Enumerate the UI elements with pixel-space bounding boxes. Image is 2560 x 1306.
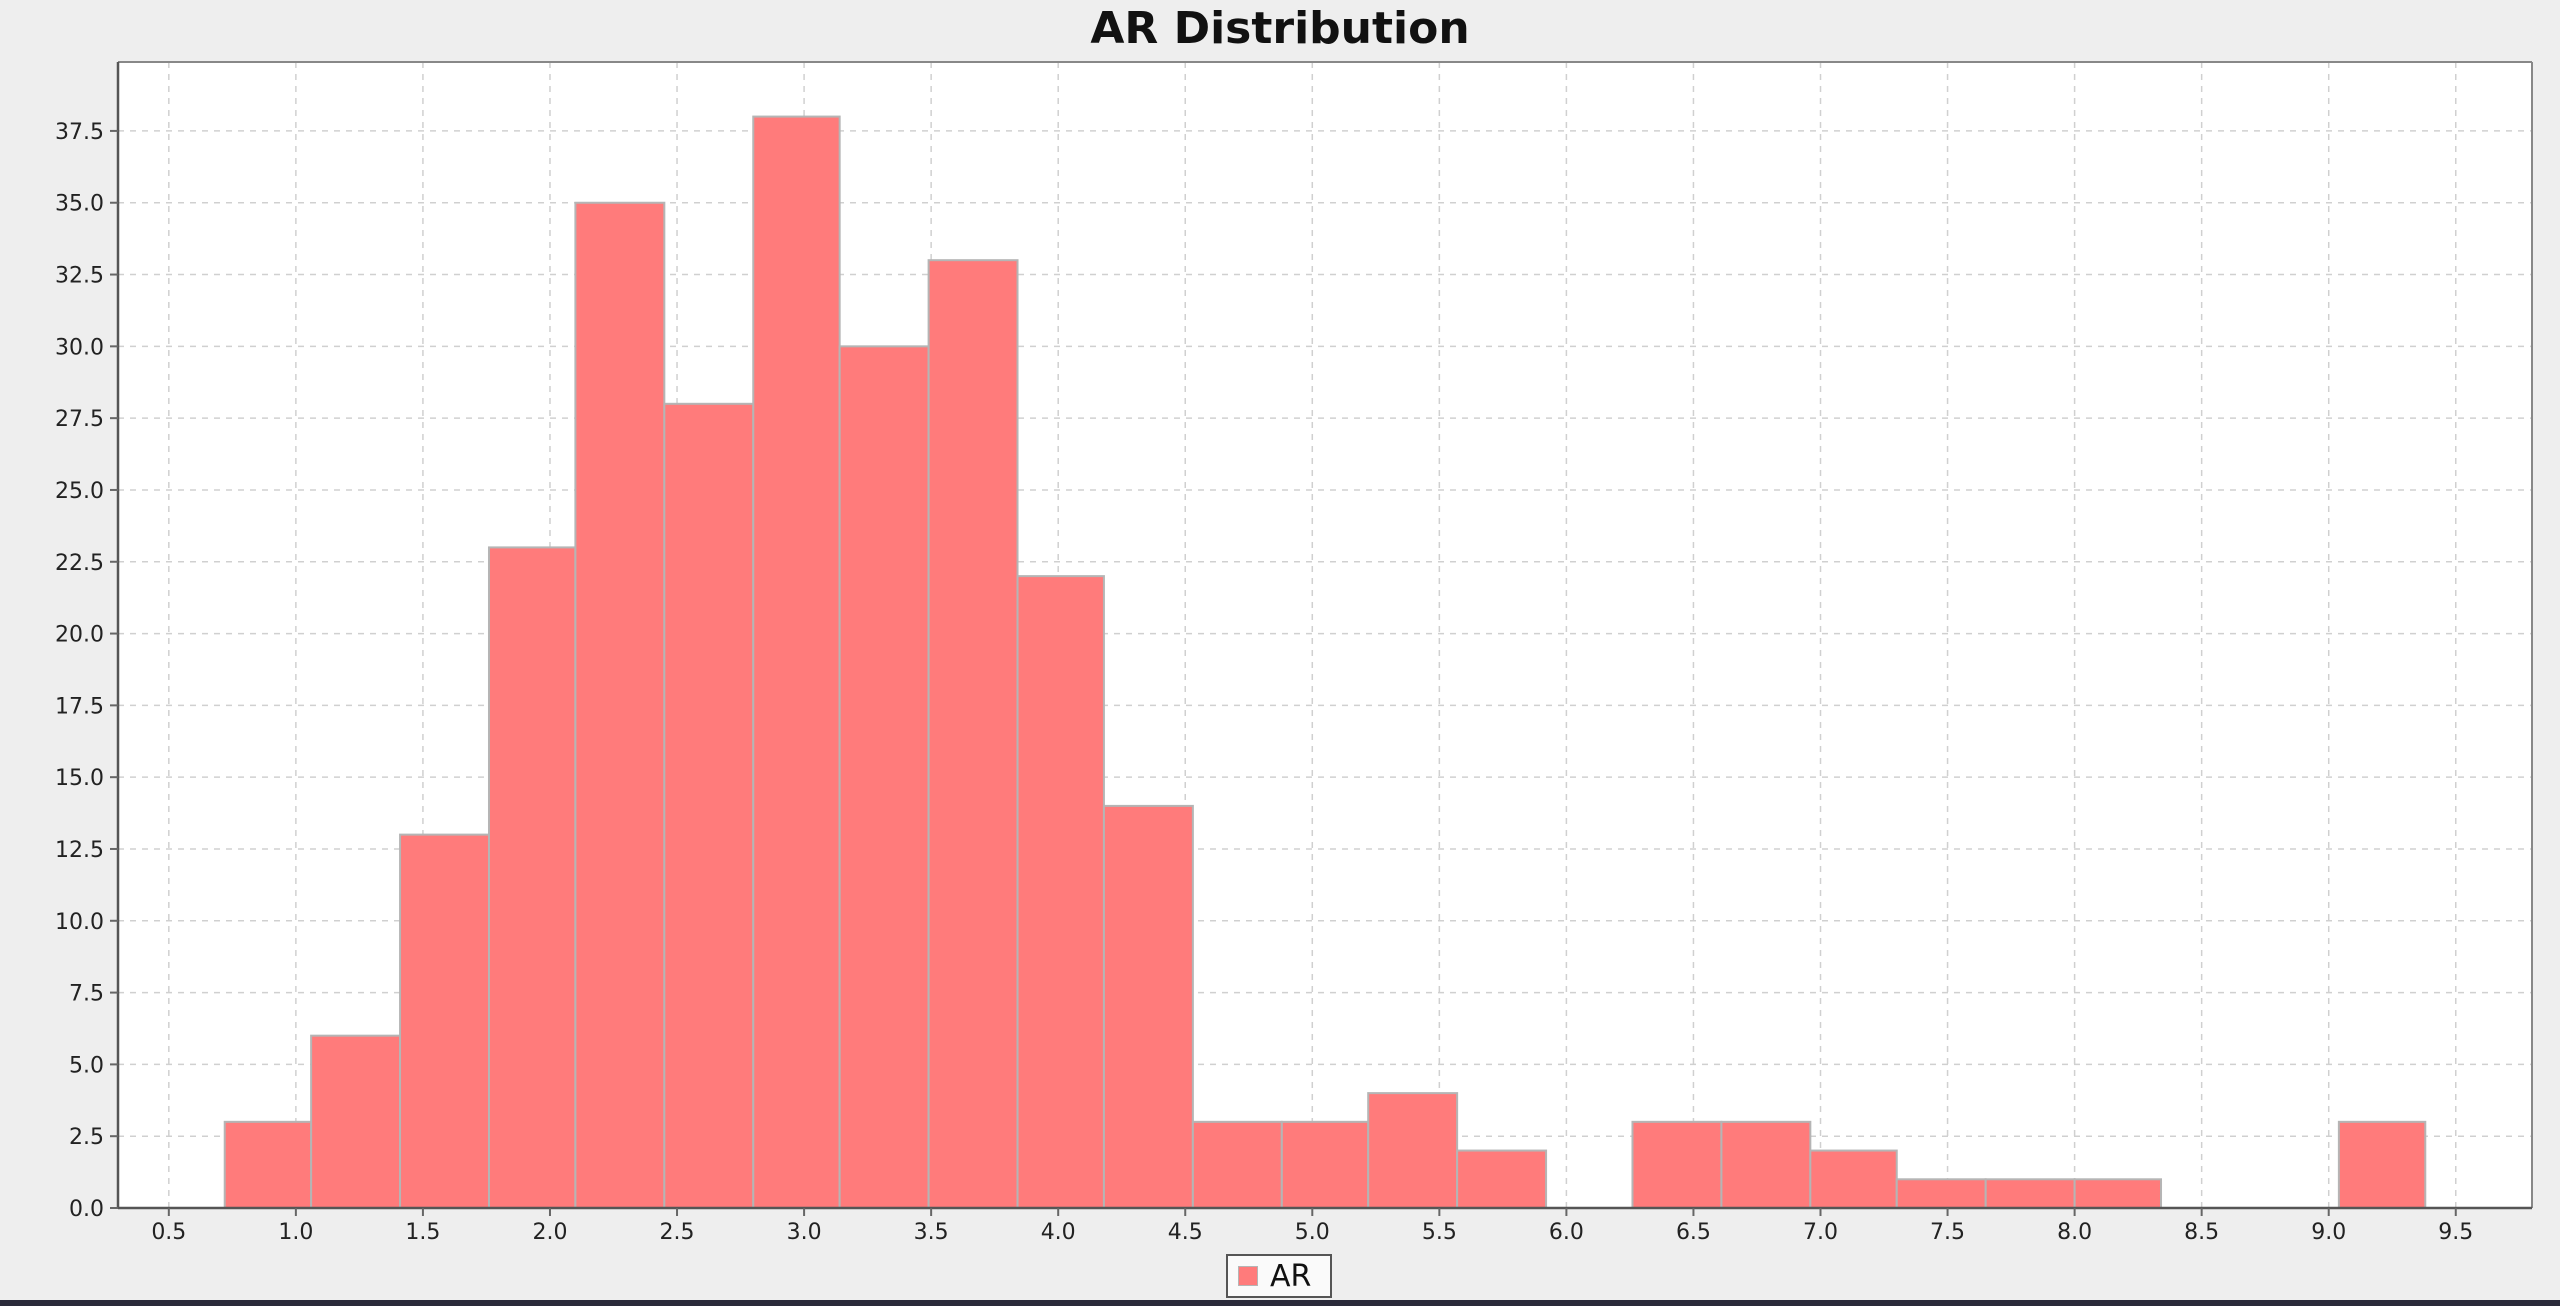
histogram-bar xyxy=(1367,1092,1459,1210)
histogram-bar xyxy=(1280,1120,1370,1210)
y-tick-label: 37.5 xyxy=(55,120,104,145)
x-tick-label: 9.0 xyxy=(2311,1220,2346,1245)
y-tick-label: 17.5 xyxy=(55,694,104,719)
histogram-bar xyxy=(2337,1120,2427,1210)
y-tick-label: 12.5 xyxy=(55,838,104,863)
x-tick-label: 7.0 xyxy=(1803,1220,1838,1245)
histogram-bar xyxy=(1016,575,1105,1209)
y-tick-label: 22.5 xyxy=(55,551,104,576)
histogram-bar xyxy=(399,833,490,1209)
legend-label: AR xyxy=(1270,1258,1312,1294)
histogram-bar xyxy=(310,1034,402,1210)
histogram-bar xyxy=(927,259,1019,1209)
y-tick-label: 15.0 xyxy=(55,766,104,791)
histogram-bar xyxy=(663,402,755,1209)
x-tick-label: 2.0 xyxy=(532,1220,567,1245)
x-axis-ticks: 0.5 1.0 1.5 2.0 2.5 3.0 3.5 4.0 4.5 5.0 5.5 6.0 6.5 7… xyxy=(151,1208,2473,1245)
x-tick-label: 4.0 xyxy=(1041,1220,1076,1245)
x-tick-label: 0.5 xyxy=(151,1220,186,1245)
histogram-bar xyxy=(1984,1178,2076,1210)
x-tick-label: 1.0 xyxy=(278,1220,313,1245)
x-tick-label: 2.5 xyxy=(660,1220,695,1245)
y-tick-label: 25.0 xyxy=(55,479,104,504)
chart-title: AR Distribution xyxy=(1090,3,1470,54)
histogram-bar xyxy=(487,546,577,1209)
window-bottom-edge xyxy=(0,1300,2560,1306)
histogram-bar xyxy=(838,345,930,1209)
y-tick-label: 20.0 xyxy=(55,623,104,648)
histogram-bar xyxy=(1720,1120,1812,1210)
x-tick-label: 3.5 xyxy=(914,1220,949,1245)
histogram-bar xyxy=(574,201,666,1210)
y-tick-label: 32.5 xyxy=(55,264,104,289)
histogram-bar xyxy=(1456,1149,1548,1210)
y-tick-label: 0.0 xyxy=(69,1197,104,1222)
axes xyxy=(116,61,2533,1210)
histogram-bar xyxy=(1895,1178,1987,1210)
x-tick-label: 3.0 xyxy=(787,1220,822,1245)
y-tick-label: 27.5 xyxy=(55,407,104,432)
y-tick-label: 10.0 xyxy=(55,910,104,935)
histogram-bar xyxy=(1631,1120,1723,1210)
x-tick-label: 5.0 xyxy=(1295,1220,1330,1245)
x-tick-label: 7.5 xyxy=(1930,1220,1965,1245)
y-tick-label: 30.0 xyxy=(55,335,104,360)
y-tick-label: 7.5 xyxy=(69,982,104,1007)
y-tick-label: 5.0 xyxy=(69,1053,104,1078)
x-tick-label: 6.5 xyxy=(1676,1220,1711,1245)
histogram-bar xyxy=(752,115,841,1210)
histogram-bar xyxy=(223,1120,313,1210)
y-tick-label: 2.5 xyxy=(69,1125,104,1150)
histogram-bar xyxy=(1809,1149,1898,1210)
x-tick-label: 6.0 xyxy=(1549,1220,1584,1245)
x-tick-label: 9.5 xyxy=(2438,1220,2473,1245)
bars xyxy=(223,115,2427,1210)
histogram-bar xyxy=(1102,804,1194,1209)
legend-swatch xyxy=(1238,1266,1258,1286)
x-tick-label: 8.0 xyxy=(2057,1220,2092,1245)
histogram-bar xyxy=(1191,1120,1283,1210)
x-tick-label: 1.5 xyxy=(405,1220,440,1245)
x-tick-label: 8.5 xyxy=(2184,1220,2219,1245)
legend: AR xyxy=(1226,1254,1332,1298)
y-axis-ticks: 0.0 2.5 5.0 7.5 10.0 12.5 15.0 17.5 20.0 22.5 25.0… xyxy=(55,120,118,1222)
x-tick-label: 5.5 xyxy=(1422,1220,1457,1245)
x-tick-label: 4.5 xyxy=(1168,1220,1203,1245)
y-tick-label: 35.0 xyxy=(55,192,104,217)
histogram-bar xyxy=(2073,1178,2163,1210)
